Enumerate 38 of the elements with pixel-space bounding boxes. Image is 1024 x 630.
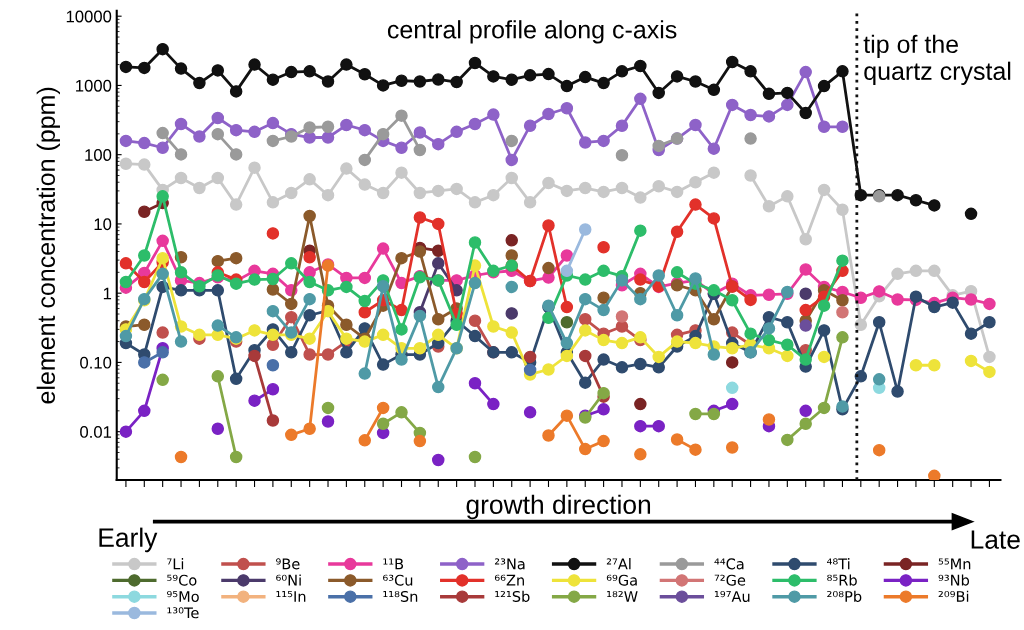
legend-label: ²³Na	[494, 558, 525, 570]
legend-label: ¹³⁰Te	[167, 607, 199, 619]
x-axis-title: growth direction	[466, 494, 651, 520]
legend-label: ¹¹⁸Sn	[383, 590, 418, 602]
y-tick-label: 1000	[76, 79, 112, 92]
annotation: tip of the quartz crystal	[863, 34, 1011, 85]
legend-label: ¹²¹Sb	[495, 590, 530, 602]
legend-label: ²⁰⁸Pb	[827, 590, 862, 602]
legend-label: ¹⁹⁷Au	[714, 590, 750, 602]
y-tick-label: 0.01	[80, 426, 112, 438]
legend-label: ⁹⁵Mo	[167, 590, 199, 602]
y-tick-label: 1	[103, 287, 112, 300]
y-axis-title: element concentration (ppm)	[36, 87, 60, 404]
legend-label: ⁸⁵Rb	[827, 574, 857, 586]
legend-label: ¹¹B	[383, 558, 404, 570]
text: Early	[99, 527, 158, 553]
legend-label: ⁵⁹Co	[167, 574, 197, 586]
legend-label: ⁶⁰Ni	[276, 574, 301, 586]
legend-label: ⁶³Cu	[383, 574, 413, 586]
text: Late	[971, 530, 1020, 549]
legend-label: ⁷²Ge	[714, 574, 746, 586]
legend-label: ⁹Be	[276, 558, 300, 570]
y-tick-label: 100	[85, 149, 112, 161]
legend-label: ¹⁸²W	[607, 590, 638, 602]
y-tick-label: 10000	[66, 10, 112, 23]
legend-label: ⁵⁵Mn	[938, 558, 971, 570]
legend-label: ⁴⁸Ti	[827, 558, 850, 570]
legend-label: ⁷Li	[167, 558, 184, 570]
legend-label: ⁴⁴Ca	[714, 558, 744, 570]
legend-label: ⁶⁶Zn	[494, 574, 524, 586]
legend-label: ¹¹⁵In	[276, 591, 306, 602]
annotation: central profile along c-axis	[387, 20, 677, 44]
legend-label: ²⁰⁹Bi	[938, 590, 969, 602]
y-tick-label: 0.10	[80, 356, 112, 369]
legend-label: ⁹³Nb	[938, 574, 970, 586]
legend-label: ²⁷Al	[606, 558, 631, 570]
legend-label: ⁶⁹Ga	[606, 574, 637, 586]
y-tick-label: 10	[94, 218, 112, 231]
